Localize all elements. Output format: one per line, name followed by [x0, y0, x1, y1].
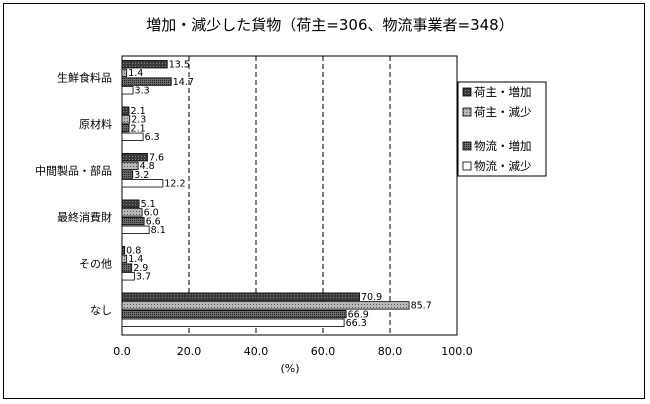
data-label: 66.3: [346, 318, 367, 329]
chart-title: 増加・減少した貨物（荷主=306、物流事業者=348）: [146, 16, 513, 34]
bar: [121, 225, 150, 234]
legend-swatch: [462, 141, 472, 151]
bar: [121, 208, 143, 217]
data-label: 3.7: [136, 272, 151, 283]
bar: [121, 123, 130, 133]
data-label: 4.8: [140, 161, 155, 172]
bar: [121, 60, 168, 69]
bar: [121, 106, 130, 115]
x-tick-label: 20.0: [177, 345, 202, 358]
bar: [121, 254, 128, 264]
data-label: 6.3: [145, 132, 160, 143]
bar: [121, 170, 134, 179]
legend-swatch: [462, 87, 472, 97]
data-label: 1.4: [128, 68, 143, 79]
data-label: 66.9: [348, 309, 369, 320]
data-label: 5.1: [141, 199, 156, 210]
bar: [121, 263, 133, 272]
bar: [121, 179, 164, 188]
x-tick-label: 60.0: [311, 345, 336, 358]
legend-entry: 物流・増加: [474, 139, 532, 153]
gridlines: [188, 56, 391, 335]
bar: [121, 199, 140, 208]
category-label: 最終消費財: [57, 210, 112, 224]
legend-entry: 荷主・増加: [474, 85, 532, 99]
legend-swatch: [462, 161, 472, 171]
bar: [121, 68, 128, 78]
legend-box: [457, 81, 547, 177]
x-tick-label: 0.0: [113, 345, 131, 358]
category-label: 中間製品・部品: [35, 163, 112, 177]
bar: [121, 86, 134, 95]
bar: [121, 301, 410, 310]
bar: [121, 272, 135, 281]
bar: [121, 318, 345, 327]
data-label: 85.7: [411, 301, 432, 312]
bar: [121, 161, 139, 171]
x-tick-label: 100.0: [441, 345, 473, 358]
category-label: なし: [90, 304, 112, 317]
bar: [121, 115, 131, 124]
data-label: 12.2: [164, 179, 185, 190]
data-label: 7.6: [149, 152, 164, 163]
data-label: 2.3: [131, 115, 146, 126]
bar: [121, 132, 144, 141]
legend-entry: 物流・減少: [474, 159, 532, 173]
bar: [121, 246, 126, 255]
bar: [121, 216, 145, 226]
category-label: 原材料: [79, 117, 112, 131]
bar: [121, 292, 360, 301]
x-axis-label: (%): [280, 362, 299, 375]
data-label: 1.4: [128, 254, 143, 265]
data-label: 8.1: [151, 225, 166, 236]
data-label: 2.9: [133, 263, 148, 274]
chart-frame: [3, 3, 645, 399]
bars: [121, 60, 410, 327]
data-label: 2.1: [131, 106, 146, 117]
bar: [121, 309, 347, 319]
data-labels: 13.51.414.73.32.12.32.16.37.64.83.212.25…: [126, 59, 432, 329]
category-label: その他: [79, 257, 112, 270]
data-label: 3.2: [134, 170, 149, 181]
data-label: 6.0: [144, 208, 159, 219]
bar: [121, 153, 148, 162]
data-label: 0.8: [126, 245, 141, 256]
x-tick-label: 80.0: [378, 345, 403, 358]
data-label: 14.7: [173, 77, 194, 88]
bar: [121, 77, 172, 86]
data-label: 6.6: [146, 216, 161, 227]
legend-entry: 荷主・減少: [474, 105, 532, 119]
data-label: 13.5: [169, 59, 190, 70]
category-label: 生鮮食料品: [57, 70, 112, 84]
data-label: 70.9: [361, 292, 382, 303]
data-label: 2.1: [131, 123, 146, 134]
data-label: 3.3: [135, 86, 150, 97]
x-axis-ticks: 0.0 20.0 40.0 60.0 80.0 100.0: [113, 345, 473, 358]
x-tick-label: 40.0: [244, 345, 269, 358]
plot-area: [121, 55, 458, 336]
legend-swatch: [462, 107, 472, 117]
